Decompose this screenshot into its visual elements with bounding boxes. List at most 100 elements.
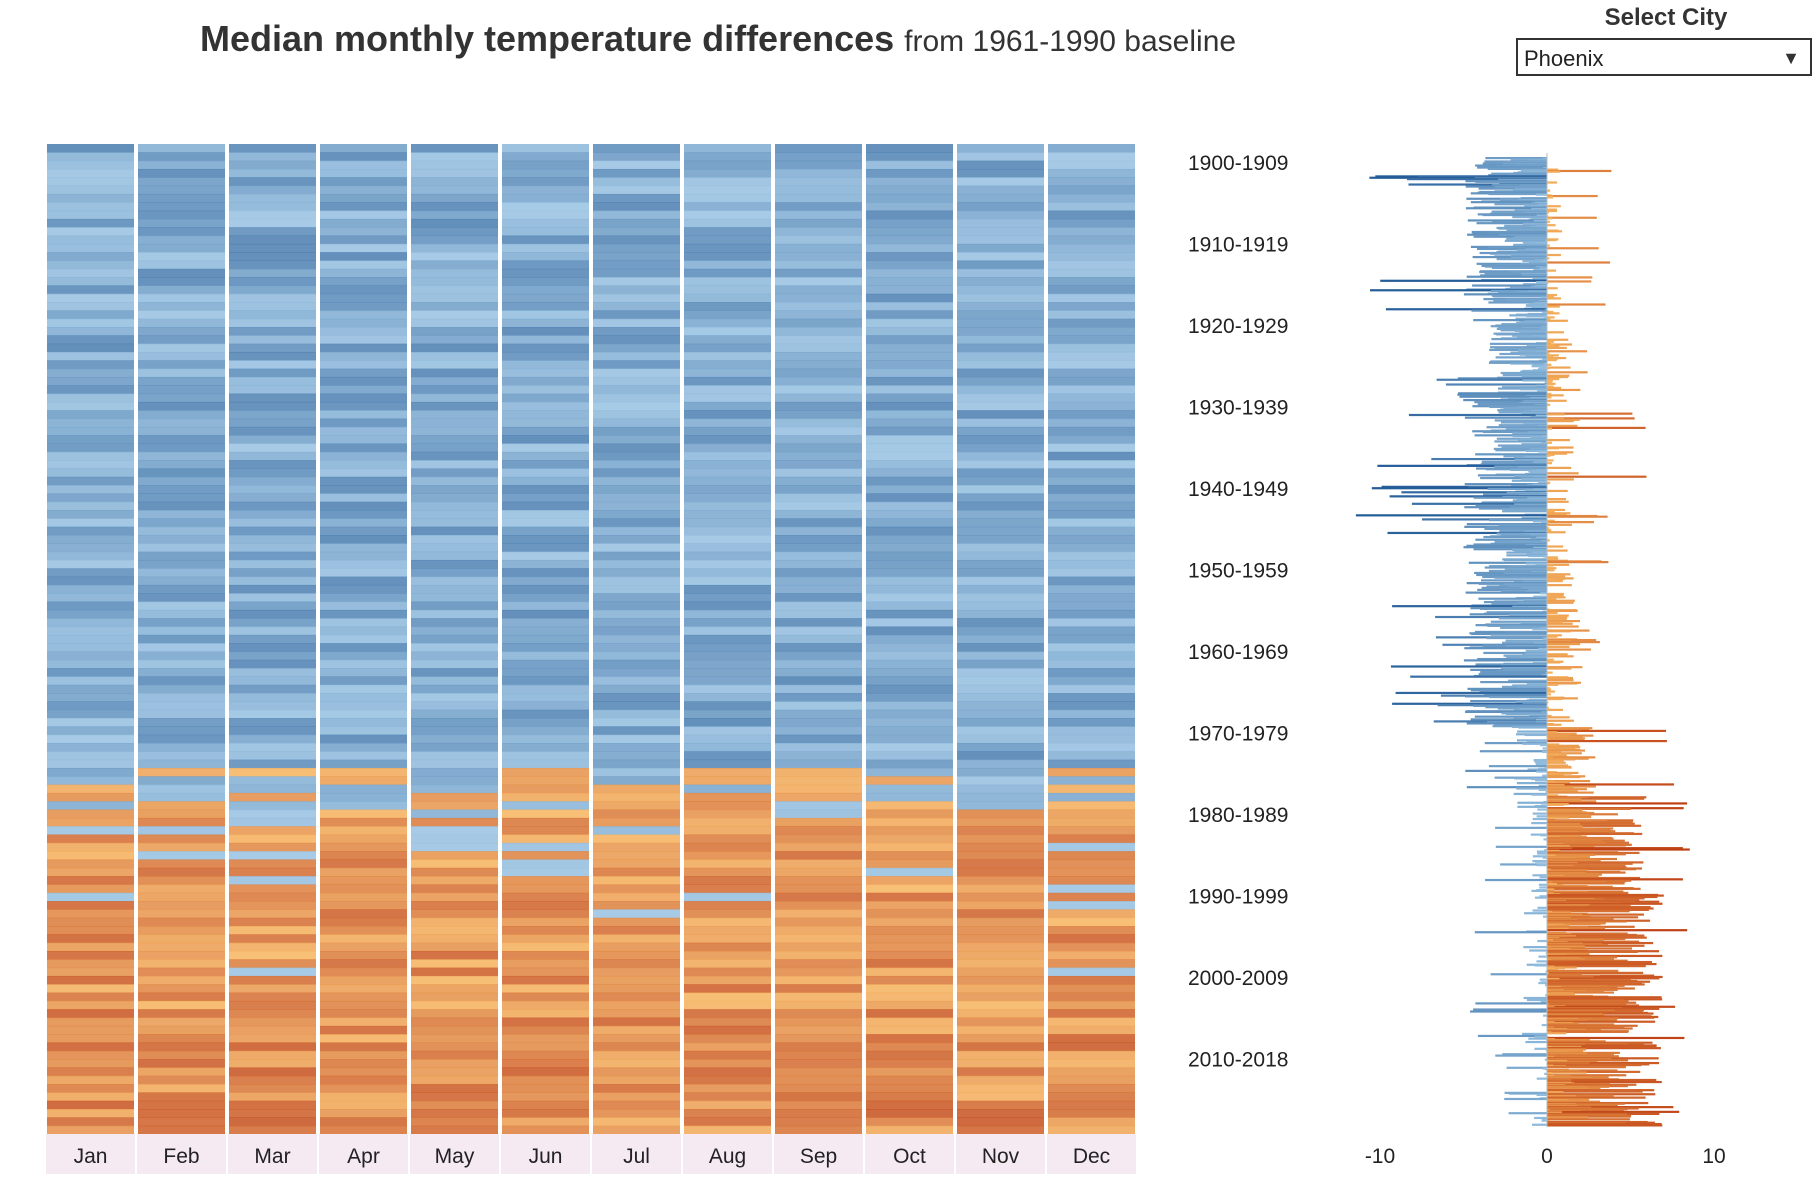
- temperature-bar: [1547, 922, 1601, 926]
- temperature-bar: [1536, 770, 1547, 773]
- heatmap-cell: [775, 1050, 862, 1060]
- heatmap-cell: [957, 360, 1044, 370]
- temperature-bar: [1475, 538, 1547, 541]
- heatmap-cell: [775, 327, 862, 336]
- heatmap-cell: [502, 759, 589, 769]
- heatmap-cell: [684, 343, 771, 353]
- heatmap-cell: [320, 343, 407, 353]
- heatmap-cell: [1048, 218, 1135, 228]
- heatmap-cell: [411, 385, 498, 395]
- heatmap-cell: [47, 801, 134, 811]
- temperature-bar: [1544, 1058, 1547, 1061]
- heatmap-cell: [47, 1059, 134, 1069]
- temperature-bar: [1490, 346, 1547, 349]
- temperature-bar: [1547, 661, 1561, 664]
- heatmap-cell: [1048, 901, 1135, 910]
- heatmap-cell: [957, 168, 1044, 178]
- temperature-bar: [1466, 722, 1547, 725]
- heatmap-cell: [1048, 809, 1135, 819]
- temperature-bar: [1547, 911, 1572, 914]
- heatmap-cell: [775, 343, 862, 353]
- heatmap-cell: [957, 485, 1044, 495]
- heatmap-cell: [411, 1025, 498, 1035]
- heatmap-cell: [229, 327, 316, 336]
- heatmap-cell: [47, 842, 134, 852]
- temperature-bar: [1547, 303, 1606, 306]
- temperature-bar: [1547, 1038, 1590, 1042]
- heatmap-cell: [138, 302, 225, 311]
- heatmap-cell: [775, 1009, 862, 1019]
- temperature-bar: [1542, 856, 1547, 859]
- temperature-bar: [1517, 686, 1547, 689]
- heatmap-cell: [47, 759, 134, 769]
- heatmap-cell: [47, 784, 134, 794]
- month-label: Nov: [982, 1145, 1020, 1168]
- heatmap-cell: [775, 1017, 862, 1027]
- temperature-bar: [1547, 377, 1560, 381]
- heatmap-cell: [411, 817, 498, 827]
- heatmap-cell: [957, 510, 1044, 519]
- heatmap-cell: [229, 468, 316, 478]
- temperature-bar: [1410, 675, 1547, 678]
- heatmap-cell: [866, 1075, 953, 1085]
- heatmap-cell: [684, 851, 771, 861]
- month-label: Jul: [623, 1145, 650, 1168]
- heatmap-cell: [411, 327, 498, 336]
- temperature-bar: [1547, 761, 1566, 764]
- heatmap-cell: [957, 950, 1044, 960]
- heatmap-cell: [411, 293, 498, 303]
- heatmap-cell: [502, 984, 589, 994]
- temperature-bar: [1522, 260, 1547, 263]
- temperature-bar: [1547, 1072, 1552, 1075]
- heatmap-cell: [775, 901, 862, 910]
- temperature-bar: [1547, 895, 1658, 899]
- temperature-bar: [1547, 784, 1565, 787]
- heatmap-cell: [47, 876, 134, 886]
- temperature-bar: [1509, 286, 1547, 289]
- heatmap-cell: [229, 992, 316, 1002]
- heatmap-cell: [411, 185, 498, 195]
- heatmap-cell: [684, 676, 771, 686]
- heatmap-cell: [502, 360, 589, 370]
- heatmap-cell: [866, 1025, 953, 1035]
- temperature-bar: [1533, 520, 1547, 523]
- heatmap-cell: [684, 626, 771, 636]
- heatmap-cell: [411, 1017, 498, 1027]
- temperature-bar: [1547, 257, 1550, 260]
- heatmap-cell: [47, 734, 134, 744]
- heatmap-cell: [957, 435, 1044, 445]
- heatmap-cell: [1048, 235, 1135, 245]
- heatmap-cell: [411, 651, 498, 661]
- temperature-bar: [1547, 217, 1553, 220]
- temperature-bar: [1526, 998, 1547, 1002]
- heatmap-cell: [593, 268, 680, 278]
- heatmap-cell: [866, 851, 953, 861]
- heatmap-cell: [1048, 460, 1135, 470]
- heatmap-cell: [320, 693, 407, 702]
- temperature-bar: [1547, 531, 1566, 534]
- city-select-dropdown[interactable]: Phoenix ▼: [1516, 38, 1812, 76]
- heatmap-cell: [502, 809, 589, 819]
- heatmap-cell: [138, 643, 225, 653]
- heatmap-cell: [229, 144, 316, 153]
- heatmap-cell: [411, 501, 498, 511]
- temperature-bar: [1498, 227, 1547, 230]
- heatmap-cell: [502, 1125, 589, 1135]
- heatmap-cell: [138, 493, 225, 503]
- temperature-bar: [1547, 783, 1674, 786]
- temperature-bar: [1547, 992, 1575, 996]
- heatmap-cell: [593, 809, 680, 819]
- heatmap-cell: [229, 518, 316, 528]
- temperature-bar: [1498, 617, 1547, 620]
- temperature-bar: [1538, 481, 1547, 484]
- temperature-bar: [1531, 777, 1547, 781]
- temperature-bar: [1473, 319, 1547, 322]
- temperature-bar: [1547, 497, 1566, 501]
- heatmap-cell: [411, 568, 498, 578]
- heatmap-cell: [684, 185, 771, 195]
- temperature-bar: [1486, 526, 1547, 529]
- temperature-bar: [1547, 611, 1558, 615]
- heatmap-cell: [411, 160, 498, 170]
- heatmap-cell: [47, 726, 134, 736]
- temperature-bar: [1547, 998, 1663, 1001]
